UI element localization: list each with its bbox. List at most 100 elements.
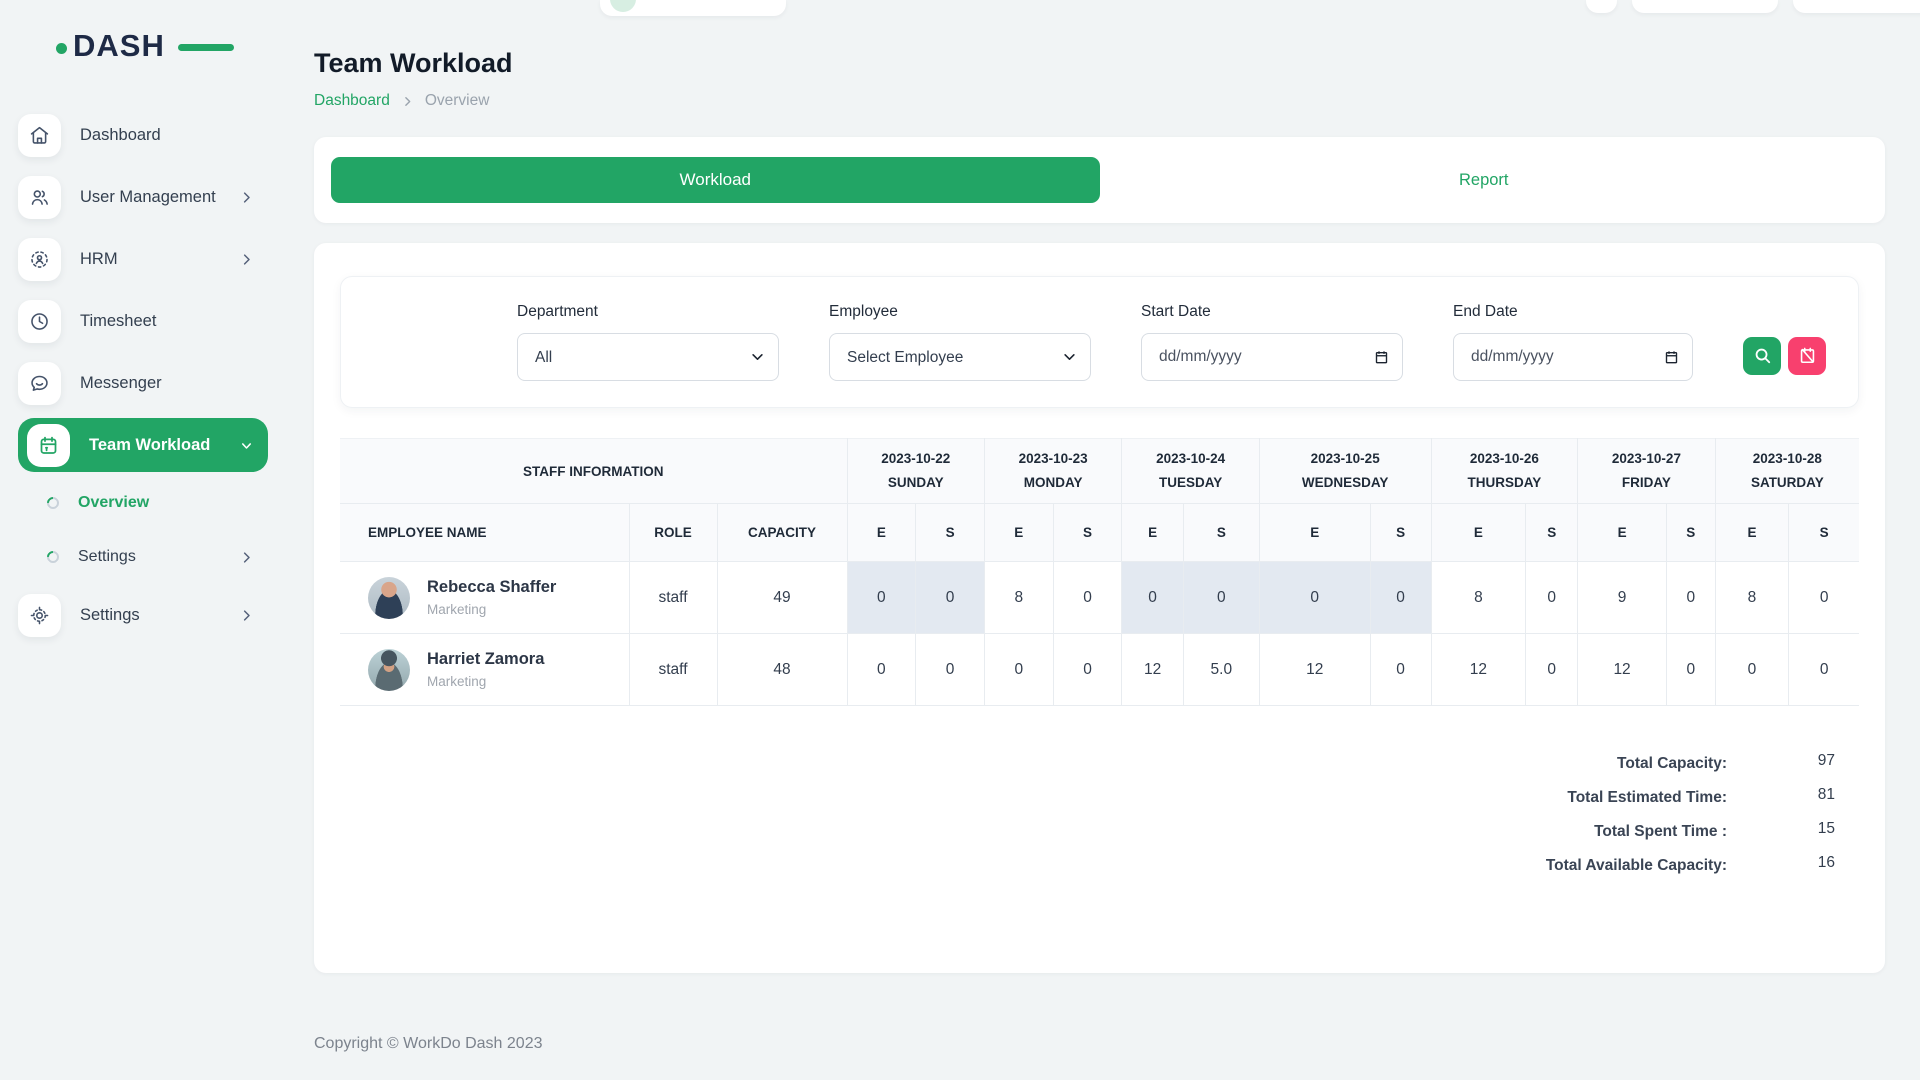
spent-value-cell: 0 <box>1788 561 1859 634</box>
total-row: Total Spent Time : 15 <box>1535 820 1835 844</box>
sidebar-item-messenger[interactable]: Messenger <box>18 352 268 414</box>
clock-icon <box>18 299 61 343</box>
day-date: 2023-10-27 <box>1611 451 1681 467</box>
department-select[interactable]: All <box>517 333 779 381</box>
total-label: Total Estimated Time: <box>1567 789 1727 807</box>
spent-value-cell: 0 <box>1788 633 1859 706</box>
sidebar-item-user-management[interactable]: User Management <box>18 166 268 228</box>
tabs-bar: Workload Report <box>314 137 1885 223</box>
total-row: Total Available Capacity: 16 <box>1535 854 1835 878</box>
staff-information-header: STAFF INFORMATION <box>340 438 848 504</box>
spent-value-cell: 5.0 <box>1183 633 1260 706</box>
estimated-column-header: E <box>847 503 917 562</box>
calendar-off-icon <box>1798 346 1817 365</box>
estimated-value-cell: 9 <box>1577 561 1667 634</box>
bullet-icon <box>44 548 62 566</box>
sidebar-item-label: Dashboard <box>80 125 161 144</box>
brand-logo[interactable]: DASH <box>56 28 234 64</box>
sidebar-item-dashboard[interactable]: Dashboard <box>18 104 268 166</box>
sidebar-subitem-label: Settings <box>78 548 136 565</box>
sidebar-item-label: Team Workload <box>89 435 211 454</box>
topbar-button-cutoff[interactable] <box>1586 0 1617 13</box>
role-header: ROLE <box>629 503 718 562</box>
tab-report[interactable]: Report <box>1458 170 1509 189</box>
spent-column-header: S <box>1370 503 1432 562</box>
sidebar-item-hrm[interactable]: HRM <box>18 228 268 290</box>
topbar-search-cutoff[interactable] <box>600 0 786 16</box>
sidebar-subitem-settings[interactable]: Settings <box>18 530 268 584</box>
tab-workload[interactable]: Workload <box>331 157 1100 203</box>
employee-select[interactable]: Select Employee <box>829 333 1091 381</box>
employee-department: Marketing <box>427 602 487 617</box>
day-column-header: 2023-10-26 THURSDAY <box>1431 438 1579 504</box>
day-date: 2023-10-24 <box>1156 451 1226 467</box>
estimated-value-cell: 12 <box>1121 633 1184 706</box>
total-value: 97 <box>1817 752 1835 769</box>
day-column-header: 2023-10-27 FRIDAY <box>1577 438 1716 504</box>
totals-summary: Total Capacity: 97 Total Estimated Time: … <box>340 752 1859 878</box>
copyright-text: Copyright © WorkDo Dash 2023 <box>314 1035 543 1052</box>
table-row: Rebecca Shaffer Marketing staff 49 0 0 8 0 0 0… <box>340 561 1859 634</box>
home-icon <box>18 113 61 157</box>
day-name: WEDNESDAY <box>1301 475 1389 490</box>
employee-filter: Employee Select Employee <box>829 303 1091 381</box>
estimated-value-cell: 0 <box>847 561 917 634</box>
chevron-right-icon <box>239 190 254 205</box>
workload-panel: Department All Employee Select Employee <box>314 243 1885 973</box>
topbar-search-icon <box>610 0 636 12</box>
sidebar-subitem-overview[interactable]: Overview <box>18 476 268 530</box>
spent-value-cell: 0 <box>1666 633 1716 706</box>
topbar-button-cutoff[interactable] <box>1793 0 1920 13</box>
estimated-value-cell: 8 <box>984 561 1054 634</box>
end-date-input[interactable] <box>1453 333 1693 381</box>
spent-value-cell: 0 <box>1525 633 1579 706</box>
sidebar-item-label: User Management <box>80 187 216 206</box>
logo-dash-icon <box>178 44 234 51</box>
footer: Copyright © WorkDo Dash 2023 <box>314 1035 1885 1053</box>
reset-button[interactable] <box>1788 336 1826 375</box>
estimated-column-header: E <box>984 503 1054 562</box>
sidebar-item-timesheet[interactable]: Timesheet <box>18 290 268 352</box>
spent-value-cell: 0 <box>915 561 985 634</box>
calendar-icon <box>27 423 70 467</box>
topbar-button-cutoff[interactable] <box>1632 0 1778 13</box>
main-content: Team Workload Dashboard Overview Workloa… <box>280 0 1920 1053</box>
employee-label: Employee <box>829 303 898 320</box>
employee-name-header: EMPLOYEE NAME <box>340 503 630 562</box>
end-date-label: End Date <box>1453 303 1518 320</box>
spent-column-header: S <box>1183 503 1260 562</box>
sidebar: DASH Dashboard User Management <box>0 0 280 1053</box>
start-date-label: Start Date <box>1141 303 1211 320</box>
start-date-input[interactable] <box>1141 333 1403 381</box>
day-date: 2023-10-28 <box>1752 451 1822 467</box>
employee-cell: Harriet Zamora Marketing <box>340 633 630 706</box>
capacity-cell: 48 <box>717 633 848 706</box>
employee-department: Marketing <box>427 674 487 689</box>
filter-bar: Department All Employee Select Employee <box>340 276 1859 408</box>
department-label: Department <box>517 303 598 320</box>
estimated-value-cell: 0 <box>1259 561 1371 634</box>
total-label: Total Spent Time : <box>1594 823 1727 841</box>
spent-column-header: S <box>915 503 985 562</box>
chevron-right-icon <box>239 608 254 623</box>
chevron-right-icon <box>239 252 254 267</box>
spent-value-cell: 0 <box>1183 561 1260 634</box>
start-date-filter: Start Date <box>1141 303 1403 381</box>
sidebar-item-team-workload[interactable]: Team Workload <box>18 418 268 472</box>
day-date: 2023-10-23 <box>1018 451 1088 467</box>
table-group-header-row: STAFF INFORMATION 2023-10-22 SUNDAY 2023-1… <box>340 438 1859 504</box>
employee-cell: Rebecca Shaffer Marketing <box>340 561 630 634</box>
capacity-header: CAPACITY <box>717 503 848 562</box>
search-button[interactable] <box>1743 336 1781 375</box>
spent-value-cell: 0 <box>1370 633 1432 706</box>
estimated-value-cell: 12 <box>1577 633 1667 706</box>
estimated-column-header: E <box>1259 503 1371 562</box>
day-column-header: 2023-10-28 SATURDAY <box>1715 438 1859 504</box>
estimated-value-cell: 0 <box>984 633 1054 706</box>
estimated-value-cell: 0 <box>847 633 917 706</box>
spent-value-cell: 0 <box>915 633 985 706</box>
breadcrumb-dashboard-link[interactable]: Dashboard <box>314 92 390 109</box>
page-title: Team Workload <box>314 48 513 78</box>
sidebar-item-settings[interactable]: Settings <box>18 584 268 646</box>
